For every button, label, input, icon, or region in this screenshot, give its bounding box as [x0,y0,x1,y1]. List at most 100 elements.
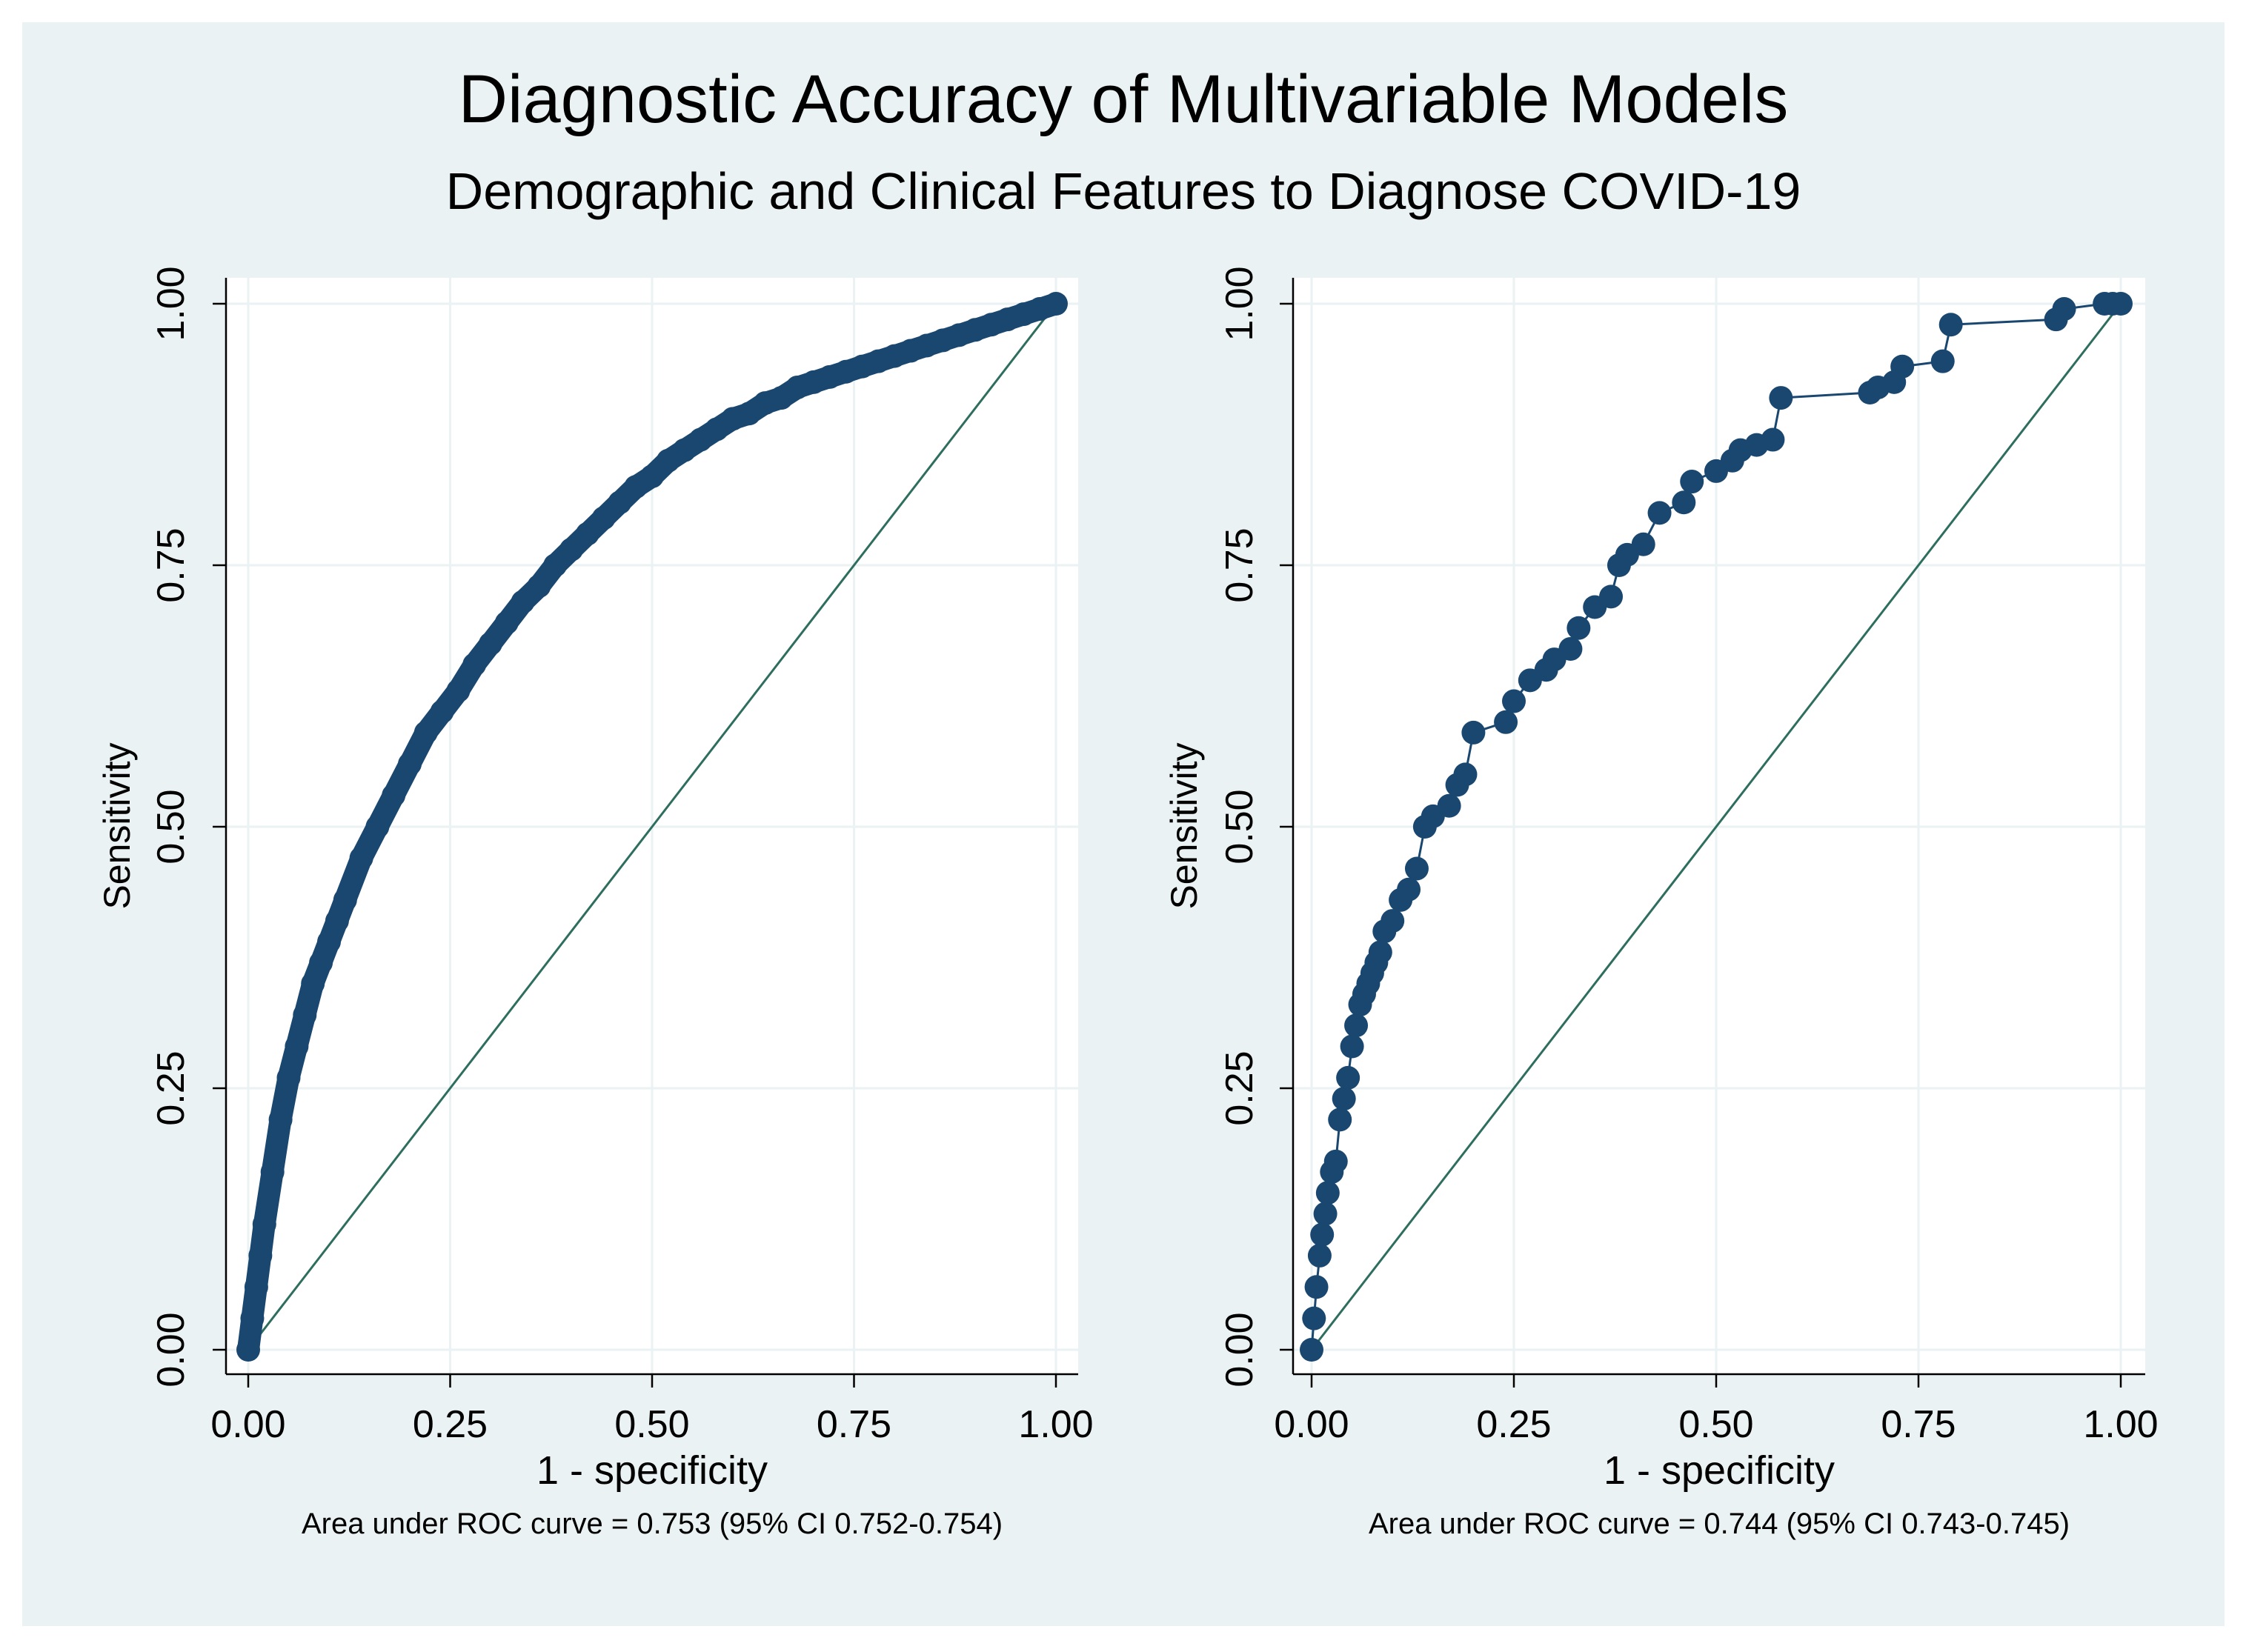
roc-point [640,464,664,488]
roc-point [462,653,487,677]
roc-point [349,846,373,870]
roc-point [1938,313,1963,337]
roc-point [1336,1065,1360,1090]
roc-point [244,1275,268,1299]
roc-point [2052,297,2076,322]
roc-point [301,971,325,996]
roc-point [494,610,519,635]
x-tick-label: 0.75 [1881,1403,1956,1446]
x-tick-label: 1.00 [1018,1403,1093,1446]
roc-point [1680,470,1704,494]
roc-point [276,1065,301,1090]
roc-point [268,1108,293,1132]
roc-point [325,909,349,933]
roc-point [1647,501,1672,525]
roc-point [365,815,390,839]
roc-point [1631,532,1655,556]
roc-point [1494,710,1518,734]
x-tick-label: 1.00 [2083,1403,2158,1446]
roc-point [382,783,406,807]
roc-point [1381,909,1405,933]
roc-point [293,1003,317,1027]
roc-point [511,590,535,614]
roc-point [430,699,454,724]
roc-point [2109,292,2133,316]
x-tick-label: 0.50 [1678,1403,1753,1446]
roc-point [543,553,568,577]
y-tick-label: 0.25 [1218,1050,1261,1125]
roc-point [1328,1108,1352,1132]
y-tick-label: 1.00 [1218,266,1261,341]
auc-note: Area under ROC curve = 0.753 (95% CI 0.7… [302,1508,1003,1540]
roc-point [1672,490,1696,515]
x-tick-label: 0.25 [1476,1403,1551,1446]
roc-point [479,631,502,656]
x-axis-label: 1 - specificity [536,1448,768,1493]
roc-point [591,506,616,530]
y-tick-label: 0.50 [150,789,193,864]
figure-title: Diagnostic Accuracy of Multivariable Mod… [459,61,1789,137]
roc-point [559,537,583,562]
roc-point [527,574,551,599]
roc-point [575,522,599,546]
y-tick-label: 0.00 [1218,1312,1261,1387]
roc-point [1566,616,1591,640]
roc-point [1437,793,1461,818]
reference-line [1310,303,2122,1350]
roc-point [317,930,341,954]
x-axis-label: 1 - specificity [1604,1448,1835,1493]
y-tick-label: 0.00 [150,1312,193,1387]
roc-point [1558,636,1583,661]
y-tick-label: 0.50 [1218,789,1261,864]
roc-point [1307,1243,1332,1268]
roc-point [240,1306,265,1330]
roc-point [252,1212,276,1236]
roc-point [333,887,357,912]
roc-point [260,1159,285,1184]
reference-line [247,303,1057,1350]
roc-point [1323,1149,1348,1173]
roc-point [413,720,438,745]
y-tick-label: 0.75 [150,527,193,602]
roc-panel-left: 0.00 0.25 0.50 0.75 1.00 0.00 0.25 0.50 0.75 1.00… [96,266,1094,1540]
roc-point [1890,354,1915,379]
roc-point [1769,386,1793,410]
x-tick-label: 0.75 [817,1403,891,1446]
roc-point [1044,292,1068,316]
roc-point [1313,1202,1338,1226]
roc-point [1332,1087,1356,1111]
roc-point [1404,856,1429,881]
roc-point [1302,1306,1326,1330]
roc-point [608,490,632,515]
roc-point [1368,940,1392,965]
roc-point [248,1243,273,1268]
roc-point [285,1034,309,1059]
y-axis-label: Sensitivity [1163,742,1205,909]
roc-point [1502,689,1526,713]
y-tick-label: 1.00 [150,266,193,341]
roc-point [398,752,422,776]
roc-point [1761,427,1785,452]
roc-point [1315,1181,1340,1205]
roc-point [1397,877,1421,902]
y-tick-label: 0.25 [150,1050,193,1125]
roc-panel-right: 0.00 0.25 0.50 0.75 1.00 0.00 0.25 0.50 0.75 1.00… [1163,266,2159,1540]
roc-point [1310,1222,1335,1247]
x-tick-label: 0.50 [614,1403,689,1446]
roc-point [1461,720,1486,745]
roc-point [1453,762,1478,787]
x-tick-label: 0.00 [210,1403,285,1446]
roc-point [1340,1034,1364,1059]
x-tick-label: 0.00 [1274,1403,1349,1446]
roc-point [309,950,333,975]
y-tick-label: 0.75 [1218,527,1261,602]
roc-point [1930,349,1955,373]
roc-point [236,1338,260,1362]
y-axis-label: Sensitivity [96,742,138,909]
roc-point [1300,1338,1323,1362]
roc-point [1344,1013,1369,1038]
figure-subtitle: Demographic and Clinical Features to Dia… [446,162,1801,220]
x-tick-label: 0.25 [413,1403,488,1446]
roc-point [1599,584,1624,609]
